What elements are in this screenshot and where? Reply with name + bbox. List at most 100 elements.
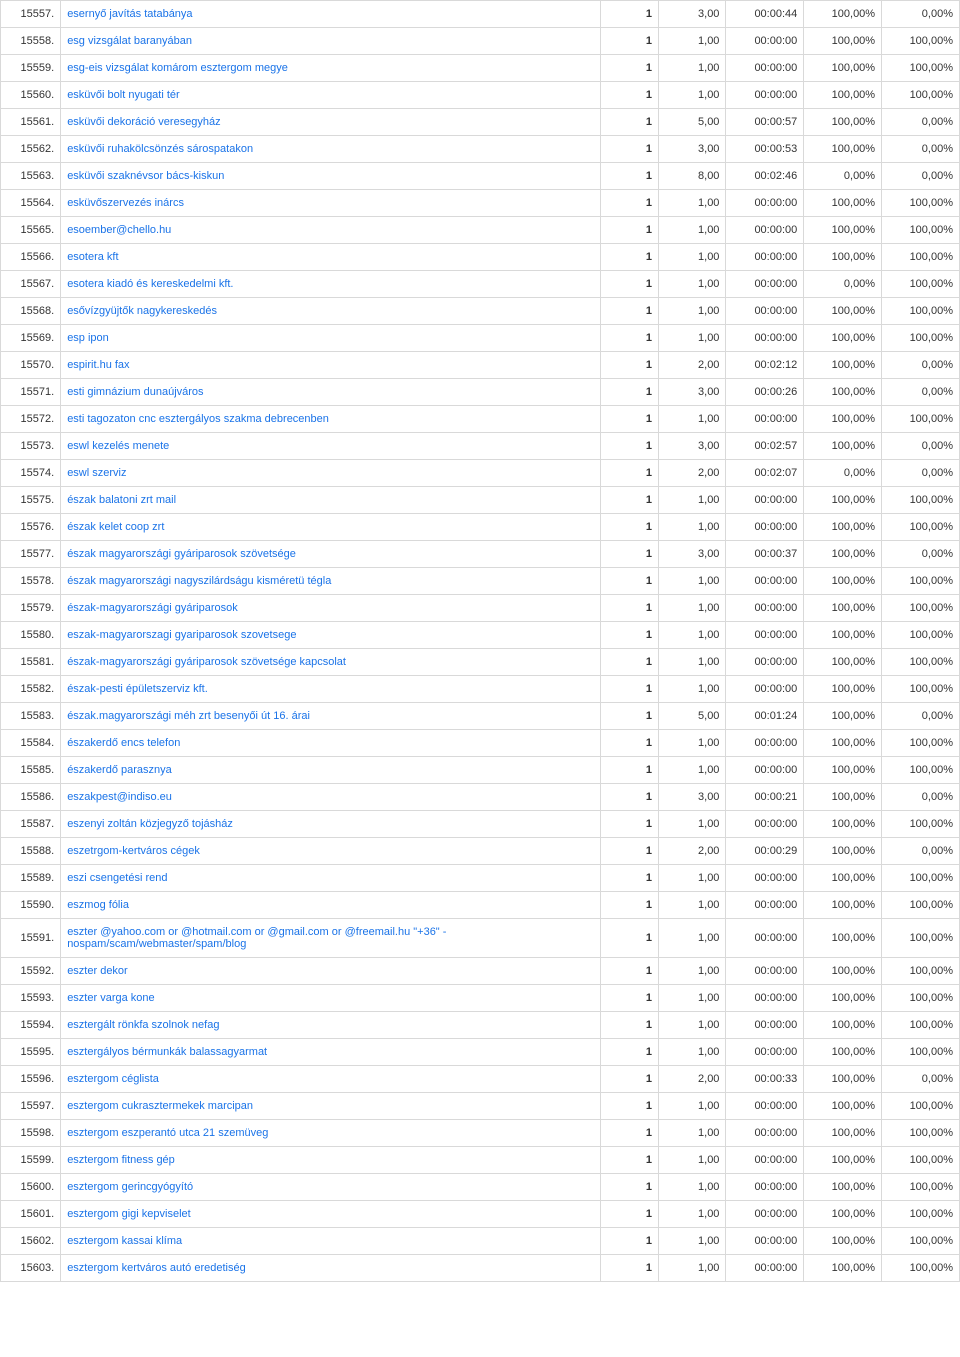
row-index: 15590.: [1, 892, 61, 919]
row-keyword-cell: észak kelet coop zrt: [61, 514, 601, 541]
keyword-link[interactable]: esg vizsgálat baranyában: [67, 35, 192, 47]
keyword-link[interactable]: esztergom kertváros autó eredetiség: [67, 1262, 246, 1274]
keyword-link[interactable]: esernyő javítás tatabánya: [67, 8, 192, 20]
keyword-link[interactable]: esküvői szaknévsor bács-kiskun: [67, 170, 224, 182]
keyword-link[interactable]: eszmog fólia: [67, 899, 129, 911]
row-metric-5: 0,00%: [882, 784, 960, 811]
keyword-link[interactable]: észak kelet coop zrt: [67, 521, 164, 533]
table-row: 15577.észak magyarországi gyáriparosok s…: [1, 541, 960, 568]
row-metric-2: 1,00: [658, 487, 725, 514]
keyword-link[interactable]: észak magyarországi gyáriparosok szövets…: [67, 548, 296, 560]
keyword-link[interactable]: esp ipon: [67, 332, 109, 344]
row-index: 15562.: [1, 136, 61, 163]
row-metric-1: 1: [600, 1255, 658, 1282]
table-row: 15601.esztergom gigi kepviselet11,0000:0…: [1, 1201, 960, 1228]
row-keyword-cell: esztergom fitness gép: [61, 1147, 601, 1174]
row-metric-3: 00:00:44: [726, 1, 804, 28]
row-metric-4: 100,00%: [804, 649, 882, 676]
row-metric-5: 100,00%: [882, 676, 960, 703]
keyword-link[interactable]: esztergályos bérmunkák balassagyarmat: [67, 1046, 267, 1058]
keyword-report-table: 15557.esernyő javítás tatabánya13,0000:0…: [0, 0, 960, 1282]
keyword-link[interactable]: esztergom fitness gép: [67, 1154, 175, 1166]
row-metric-4: 100,00%: [804, 379, 882, 406]
row-metric-3: 00:00:26: [726, 379, 804, 406]
row-metric-4: 100,00%: [804, 985, 882, 1012]
row-metric-5: 100,00%: [882, 757, 960, 784]
keyword-link[interactable]: esküvői dekoráció veresegyház: [67, 116, 220, 128]
keyword-link[interactable]: esztergom gigi kepviselet: [67, 1208, 191, 1220]
keyword-link[interactable]: esti tagozaton cnc esztergályos szakma d…: [67, 413, 329, 425]
keyword-link[interactable]: esztergom cukrasztermekek marcipan: [67, 1100, 253, 1112]
row-metric-3: 00:00:00: [726, 487, 804, 514]
keyword-link[interactable]: esővízgyüjtők nagykereskedés: [67, 305, 217, 317]
row-metric-5: 100,00%: [882, 1093, 960, 1120]
row-metric-4: 100,00%: [804, 784, 882, 811]
row-metric-5: 100,00%: [882, 649, 960, 676]
keyword-link[interactable]: északerdő parasznya: [67, 764, 172, 776]
keyword-link[interactable]: észak.magyarországi méh zrt besenyői út …: [67, 710, 310, 722]
row-metric-3: 00:00:00: [726, 1012, 804, 1039]
keyword-link[interactable]: esztergom céglista: [67, 1073, 159, 1085]
keyword-link[interactable]: észak-magyarországi gyáriparosok szövets…: [67, 656, 346, 668]
row-metric-4: 100,00%: [804, 757, 882, 784]
row-metric-4: 100,00%: [804, 541, 882, 568]
row-metric-1: 1: [600, 514, 658, 541]
keyword-link[interactable]: eswl szerviz: [67, 467, 126, 479]
row-metric-3: 00:02:46: [726, 163, 804, 190]
keyword-link[interactable]: esztergált rönkfa szolnok nefag: [67, 1019, 219, 1031]
row-keyword-cell: esztergom kertváros autó eredetiség: [61, 1255, 601, 1282]
keyword-link[interactable]: esztergom kassai klíma: [67, 1235, 182, 1247]
keyword-link[interactable]: eszter varga kone: [67, 992, 154, 1004]
row-metric-3: 00:02:07: [726, 460, 804, 487]
row-metric-3: 00:00:29: [726, 838, 804, 865]
keyword-link[interactable]: észak balatoni zrt mail: [67, 494, 176, 506]
keyword-link[interactable]: esküvőszervezés inárcs: [67, 197, 184, 209]
row-metric-1: 1: [600, 1039, 658, 1066]
keyword-link[interactable]: esztergom eszperantó utca 21 szemüveg: [67, 1127, 268, 1139]
keyword-link[interactable]: esg-eis vizsgálat komárom esztergom megy…: [67, 62, 288, 74]
row-metric-5: 0,00%: [882, 352, 960, 379]
row-index: 15568.: [1, 298, 61, 325]
row-metric-4: 100,00%: [804, 217, 882, 244]
keyword-link[interactable]: esoember@chello.hu: [67, 224, 171, 236]
keyword-link[interactable]: esti gimnázium dunaújváros: [67, 386, 203, 398]
keyword-link[interactable]: eswl kezelés menete: [67, 440, 169, 452]
row-metric-5: 100,00%: [882, 190, 960, 217]
row-metric-3: 00:00:00: [726, 622, 804, 649]
row-metric-2: 3,00: [658, 136, 725, 163]
keyword-link[interactable]: északerdő encs telefon: [67, 737, 180, 749]
row-metric-3: 00:00:00: [726, 958, 804, 985]
row-metric-3: 00:00:00: [726, 217, 804, 244]
keyword-link[interactable]: eszenyi zoltán közjegyző tojásház: [67, 818, 233, 830]
table-row: 15581.észak-magyarországi gyáriparosok s…: [1, 649, 960, 676]
row-metric-2: 5,00: [658, 703, 725, 730]
keyword-link[interactable]: eszter @yahoo.com or @hotmail.com or @gm…: [67, 926, 446, 950]
keyword-link[interactable]: esztergom gerincgyógyító: [67, 1181, 193, 1193]
row-metric-1: 1: [600, 892, 658, 919]
row-index: 15600.: [1, 1174, 61, 1201]
keyword-link[interactable]: esküvői bolt nyugati tér: [67, 89, 180, 101]
row-metric-5: 100,00%: [882, 325, 960, 352]
row-metric-1: 1: [600, 136, 658, 163]
keyword-link[interactable]: esotera kft: [67, 251, 118, 263]
row-metric-1: 1: [600, 730, 658, 757]
keyword-link[interactable]: észak-pesti épületszerviz kft.: [67, 683, 208, 695]
keyword-link[interactable]: espirit.hu fax: [67, 359, 129, 371]
row-metric-2: 1,00: [658, 244, 725, 271]
keyword-link[interactable]: esotera kiadó és kereskedelmi kft.: [67, 278, 233, 290]
keyword-link[interactable]: észak-magyarországi gyáriparosok: [67, 602, 238, 614]
keyword-link[interactable]: eszakpest@indiso.eu: [67, 791, 172, 803]
row-metric-1: 1: [600, 271, 658, 298]
row-metric-1: 1: [600, 1066, 658, 1093]
keyword-link[interactable]: eszter dekor: [67, 965, 128, 977]
keyword-link[interactable]: eszetrgom-kertváros cégek: [67, 845, 200, 857]
keyword-link[interactable]: eszak-magyarorszagi gyariparosok szovets…: [67, 629, 296, 641]
row-keyword-cell: esztergált rönkfa szolnok nefag: [61, 1012, 601, 1039]
row-metric-4: 100,00%: [804, 838, 882, 865]
keyword-link[interactable]: esküvői ruhakölcsönzés sárospatakon: [67, 143, 253, 155]
keyword-link[interactable]: eszi csengetési rend: [67, 872, 167, 884]
row-index: 15558.: [1, 28, 61, 55]
keyword-link[interactable]: észak magyarországi nagyszilárdságu kism…: [67, 575, 331, 587]
row-metric-3: 00:00:00: [726, 1093, 804, 1120]
row-metric-4: 100,00%: [804, 325, 882, 352]
